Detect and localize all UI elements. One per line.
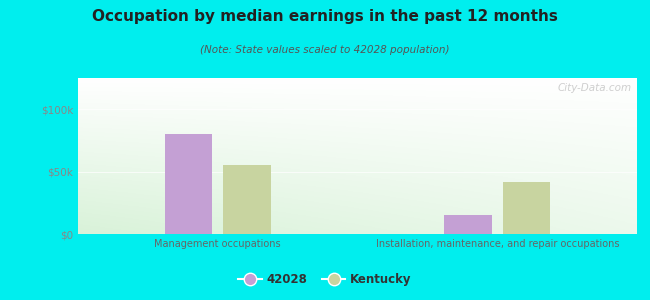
Text: City-Data.com: City-Data.com — [557, 83, 631, 93]
Bar — [444, 215, 491, 234]
Bar — [503, 182, 551, 234]
Bar — [164, 134, 212, 234]
Bar — [224, 165, 271, 234]
Legend: 42028, Kentucky: 42028, Kentucky — [233, 269, 417, 291]
Text: Occupation by median earnings in the past 12 months: Occupation by median earnings in the pas… — [92, 9, 558, 24]
Text: (Note: State values scaled to 42028 population): (Note: State values scaled to 42028 popu… — [200, 45, 450, 55]
